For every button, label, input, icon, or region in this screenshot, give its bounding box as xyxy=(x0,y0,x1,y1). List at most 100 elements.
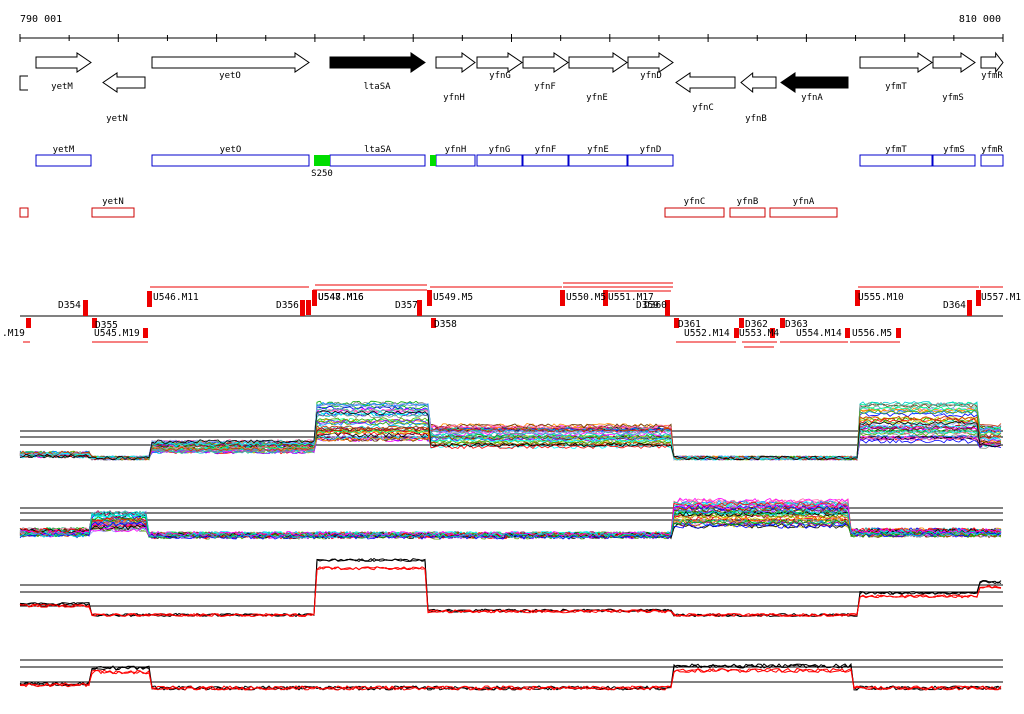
gene-arrow-yetM xyxy=(35,52,92,73)
segment-marker xyxy=(143,328,148,338)
expression-profile xyxy=(19,410,1002,461)
reverse-box-yfnA xyxy=(769,207,838,218)
ruler-ticks xyxy=(19,34,1004,42)
upper-segment-D364: D364 xyxy=(943,300,966,311)
forward-box-yfnD xyxy=(627,154,674,167)
gene-label-yfnF: yfnF xyxy=(534,82,556,92)
reverse-gene-track: yetN yfnC yfnB yfnA xyxy=(19,197,838,218)
highlight-region-small xyxy=(430,155,436,166)
gene-label-yetN: yetN xyxy=(106,114,128,124)
forward-label-yfmS: yfmS xyxy=(943,145,965,155)
lower-segment-U545.M19: U545.M19 xyxy=(94,328,140,339)
forward-box-yfnE xyxy=(568,154,628,167)
segment-marker xyxy=(674,318,679,328)
gene-arrow-yetO xyxy=(151,52,310,73)
forward-gene-track: yetM yetO ltaSA yfnH yfnG yfnF yfnE yfnD yfmT yfm… xyxy=(35,145,1004,179)
reverse-box-yfnC xyxy=(664,207,725,218)
gene-arrow-ltaSA xyxy=(329,52,426,73)
upper-segment-D356: D356 xyxy=(276,300,299,311)
gene-arrow-yfnC xyxy=(675,72,736,93)
forward-label-yfnE: yfnE xyxy=(587,145,609,155)
gene-label-yfmR: yfmR xyxy=(981,71,1003,81)
expression-profile xyxy=(19,667,1002,691)
lower-segment-D358: D358 xyxy=(434,319,457,330)
lower-segment-D363: D363 xyxy=(785,319,808,330)
segment-marker xyxy=(431,318,436,328)
gene-arrow-yfnA xyxy=(780,72,849,93)
segment-marker xyxy=(855,290,860,306)
gene-label-yfnE: yfnE xyxy=(586,93,608,103)
segment-marker xyxy=(26,318,31,328)
lower-segment-U556.M5: U556.M5 xyxy=(852,328,892,339)
upper-segment-U550.M5: U550.M5 xyxy=(566,292,606,303)
forward-label-yfmT: yfmT xyxy=(885,145,907,155)
gene-arrow-yfmS xyxy=(932,52,976,73)
segment-marker xyxy=(780,318,785,328)
forward-box-yfnF xyxy=(522,154,569,167)
gene-label-yfnD: yfnD xyxy=(640,71,662,81)
upper-segment-D359: D359 xyxy=(636,300,659,311)
segment-marker xyxy=(976,290,981,306)
forward-label-yetO: yetO xyxy=(220,145,242,155)
forward-box-yfmT xyxy=(859,154,933,167)
forward-label-yfnF: yfnF xyxy=(535,145,557,155)
gene-label-yfnB: yfnB xyxy=(745,114,767,124)
end-coordinate: 810 000 xyxy=(959,14,1001,25)
expression-profile xyxy=(19,503,1002,537)
expression-profile xyxy=(19,566,1002,618)
upper-segment-U548.M16: U548.M16 xyxy=(318,292,364,303)
expression-profile xyxy=(19,566,1002,618)
forward-label-yetM: yetM xyxy=(53,145,75,155)
lower-segment-U553.M4: U553.M4 xyxy=(739,328,779,339)
upper-segment-D360: D360 xyxy=(644,300,667,311)
lower-segment-D355: D355 xyxy=(95,320,118,331)
forward-box-yfmS xyxy=(932,154,976,167)
segment-marker xyxy=(147,291,152,307)
expression-profile xyxy=(19,410,1002,461)
reverse-box-yfnB xyxy=(729,207,766,218)
upper-segment-U546.M11: U546.M11 xyxy=(153,292,199,303)
expression-profile xyxy=(19,415,1002,461)
upper-segment-D357: D357 xyxy=(395,300,418,311)
start-coordinate: 790 001 xyxy=(20,14,62,25)
gene-label-yfmS: yfmS xyxy=(942,93,964,103)
upper-segment-U551.M17: U551.M17 xyxy=(608,292,654,303)
expression-profile xyxy=(19,557,1002,618)
gene-arrow-yfmT xyxy=(859,52,933,73)
gene-arrow-yfnH xyxy=(435,52,476,73)
gene-label-yetM: yetM xyxy=(51,82,73,92)
forward-box-yfmR xyxy=(980,154,1004,167)
segment-marker xyxy=(306,300,311,315)
truncated-gene-mark xyxy=(19,75,28,91)
gene-arrow-yfmR xyxy=(980,51,1004,74)
forward-label-yfnH: yfnH xyxy=(445,145,467,155)
expression-profile xyxy=(19,416,1002,461)
gene-label-yetO: yetO xyxy=(219,71,241,81)
reverse-label-yfnB: yfnB xyxy=(737,197,759,207)
segment-marker xyxy=(83,300,88,316)
segment-marker xyxy=(967,300,972,316)
expression-profile xyxy=(19,557,1002,618)
upper-segment-U555.M10: U555.M10 xyxy=(858,292,904,303)
segment-marker xyxy=(427,290,432,306)
gene-arrow-yfnG xyxy=(476,52,523,73)
segment-marker xyxy=(92,318,97,328)
gene-arrow-track: yetM yetN yetO ltaSA yfnH yfnG yfnF yfnE yfnD yfn… xyxy=(19,51,1004,124)
lower-segment-D361: D361 xyxy=(678,319,701,330)
upper-segment-U549.M5: U549.M5 xyxy=(433,292,473,303)
segment-marker xyxy=(734,328,739,338)
forward-box-yfnH xyxy=(435,154,476,167)
forward-box-yetO xyxy=(151,154,310,167)
forward-box-yetM xyxy=(35,154,92,167)
forward-box-yfnG xyxy=(476,154,523,167)
upper-segment-D354: D354 xyxy=(58,300,81,311)
gene-label-yfnG: yfnG xyxy=(489,71,511,81)
forward-label-yfmR: yfmR xyxy=(981,145,1003,155)
upper-segment-U547.M16: U547.M16 xyxy=(318,292,364,303)
highlight-region xyxy=(314,155,330,166)
gene-label-yfnA: yfnA xyxy=(801,93,823,103)
forward-label-ltaSA: ltaSA xyxy=(364,145,392,155)
gene-label-yfnC: yfnC xyxy=(692,103,714,113)
